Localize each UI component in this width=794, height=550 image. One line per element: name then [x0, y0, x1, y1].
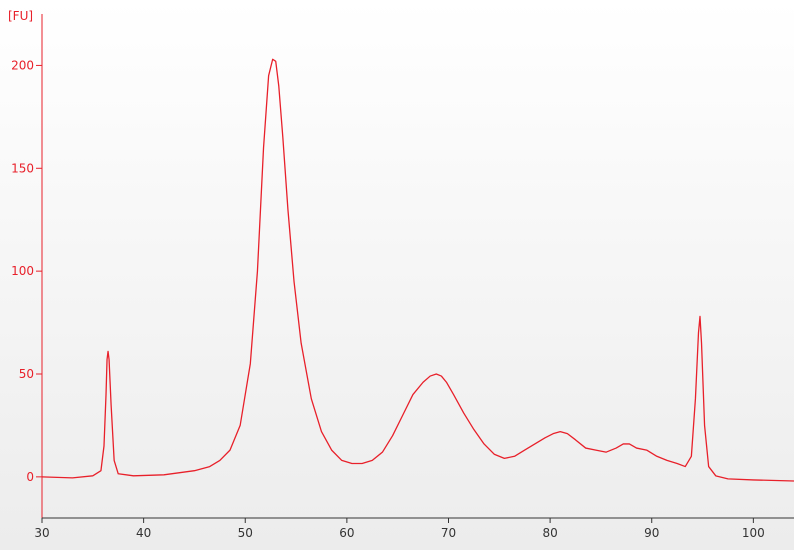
y-axis: 0 50 100 150 200 [11, 14, 43, 518]
x-tick-label: 40 [136, 526, 151, 540]
x-tick-label: 100 [742, 526, 765, 540]
x-tick-label: 30 [34, 526, 49, 540]
x-tick-label: 70 [441, 526, 456, 540]
y-tick-label: 150 [11, 161, 34, 175]
y-tick-label: 50 [19, 367, 34, 381]
x-tick-label: 90 [644, 526, 659, 540]
y-tick-label: 200 [11, 58, 34, 72]
y-tick-label: 100 [11, 264, 34, 278]
series-line-trace [41, 58, 794, 482]
y-axis-unit-label: [FU] [8, 9, 33, 23]
y-tick-label: 0 [26, 470, 34, 484]
x-tick-label: 50 [238, 526, 253, 540]
x-axis: 30 40 50 60 70 80 90 100 [34, 517, 794, 540]
x-tick-label: 60 [339, 526, 354, 540]
x-tick-label: 80 [542, 526, 557, 540]
